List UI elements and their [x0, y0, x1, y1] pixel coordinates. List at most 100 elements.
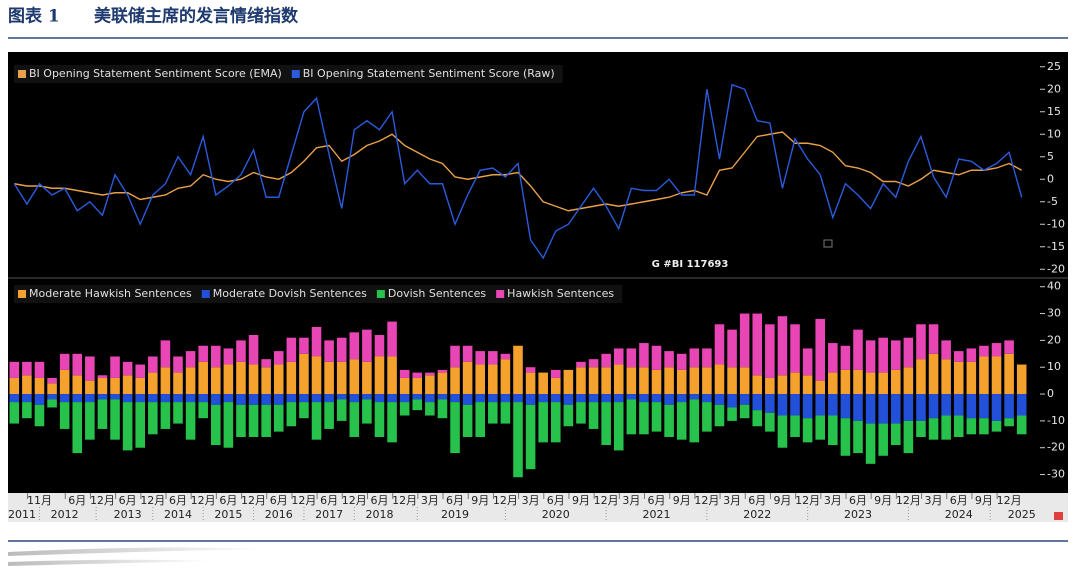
y-tick-label: 40 — [1047, 280, 1061, 293]
bar — [651, 369, 662, 395]
bar — [1004, 340, 1014, 354]
bar — [311, 356, 322, 395]
bar — [840, 345, 851, 370]
y-tick-label: 10 — [1047, 360, 1061, 373]
bar — [991, 343, 1002, 357]
bar — [59, 369, 70, 395]
bar — [160, 402, 171, 429]
x-axis-band — [8, 493, 1068, 522]
bar — [462, 394, 473, 405]
bar — [387, 402, 397, 443]
y-tick-label: -30 — [1047, 468, 1065, 481]
bar — [488, 364, 498, 395]
bar — [739, 394, 750, 405]
bar — [9, 394, 20, 403]
bar — [59, 394, 70, 403]
bar — [601, 394, 611, 403]
bar — [122, 361, 133, 376]
x-year-label: 2022 — [743, 508, 771, 521]
bar — [399, 377, 410, 395]
bar — [148, 356, 158, 373]
bar — [324, 402, 334, 429]
bar — [853, 369, 863, 395]
bar — [198, 345, 208, 362]
bar — [47, 377, 57, 384]
y-tick-label: 15 — [1047, 105, 1061, 118]
bar — [34, 394, 45, 405]
x-tick-label: 12月 — [493, 494, 518, 507]
bar — [9, 402, 20, 424]
bar — [1004, 353, 1014, 395]
bar — [676, 369, 687, 395]
bar — [790, 415, 800, 437]
bar — [336, 399, 347, 421]
bar — [450, 345, 460, 368]
bar — [828, 343, 838, 373]
bar — [513, 345, 523, 395]
x-year-label: 2019 — [441, 508, 469, 521]
bar — [941, 340, 951, 360]
bar — [828, 415, 838, 446]
bar — [248, 404, 259, 437]
bar — [752, 375, 763, 395]
bar — [85, 394, 95, 403]
bar — [727, 394, 737, 408]
x-year-label: 2013 — [114, 508, 142, 521]
x-tick-label: 6月 — [748, 494, 766, 507]
x-tick-label: 6月 — [370, 494, 388, 507]
bar — [173, 372, 183, 395]
bar — [425, 394, 435, 403]
x-tick-label: 3月 — [522, 494, 540, 507]
bar — [840, 369, 851, 395]
bar — [676, 394, 687, 403]
x-year-label: 2016 — [265, 508, 293, 521]
x-tick-label: 12月 — [342, 494, 367, 507]
bar — [9, 361, 20, 378]
bar — [500, 353, 511, 360]
bar — [953, 361, 964, 395]
x-tick-label: 6月 — [648, 494, 666, 507]
bar — [890, 423, 901, 446]
bar — [815, 318, 826, 381]
bar — [148, 394, 158, 403]
bar — [311, 402, 322, 440]
bar — [349, 359, 360, 395]
bar — [437, 369, 448, 373]
legend-label: BI Opening Statement Sentiment Score (Ra… — [303, 67, 555, 80]
bar — [349, 394, 360, 403]
bar — [387, 321, 397, 357]
x-tick-label: 3月 — [723, 494, 741, 507]
y-tick-label: 0 — [1047, 172, 1054, 185]
bar — [802, 348, 813, 376]
bar — [488, 402, 498, 424]
bar — [563, 394, 574, 405]
bar — [210, 394, 221, 405]
x-tick-label: 12月 — [694, 494, 719, 507]
x-year-label: 2014 — [164, 508, 192, 521]
bar — [702, 348, 712, 368]
x-tick-label: 12月 — [392, 494, 417, 507]
bar — [450, 394, 460, 403]
bar — [135, 377, 146, 395]
bar — [324, 394, 334, 403]
bar — [9, 377, 20, 395]
bar — [979, 394, 989, 419]
bar — [286, 394, 297, 403]
x-tick-label: 6月 — [950, 494, 968, 507]
bar — [462, 345, 473, 362]
x-tick-label: 6月 — [270, 494, 288, 507]
bar — [1004, 418, 1014, 427]
bar — [651, 394, 662, 403]
bar — [324, 361, 334, 395]
bar — [299, 353, 309, 395]
bar — [273, 351, 284, 365]
bar — [34, 361, 45, 378]
bar — [437, 399, 448, 419]
bar — [210, 367, 221, 395]
bar — [110, 399, 120, 440]
bar — [991, 356, 1002, 395]
bar — [437, 372, 448, 395]
x-year-label: 2012 — [51, 508, 79, 521]
icon — [823, 239, 833, 248]
y-tick-label: 5 — [1047, 150, 1054, 163]
